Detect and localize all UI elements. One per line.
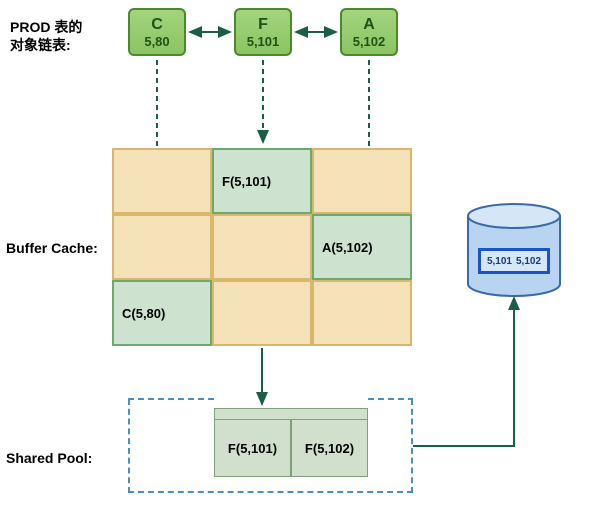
- grid-cell: [212, 280, 312, 346]
- node-a-name: A: [363, 16, 375, 34]
- grid-cell-a: A(5,102): [312, 214, 412, 280]
- grid-cell-c: C(5,80): [112, 280, 212, 346]
- shared-pool-cells: F(5,101) F(5,102): [214, 419, 368, 477]
- cyl-text-l: 5,101: [487, 256, 512, 267]
- node-f-name: F: [258, 16, 268, 34]
- cyl-text-r: 5,102: [516, 256, 541, 267]
- grid-cell: [212, 214, 312, 280]
- shared-pool-top-strip: [214, 408, 368, 419]
- node-f-addr: 5,101: [247, 34, 280, 49]
- node-a: A 5,102: [340, 8, 398, 56]
- node-c-addr: 5,80: [144, 34, 169, 49]
- cylinder-inner-box: 5,101 5,102: [478, 248, 550, 274]
- prod-list-label: PROD 表的 对象链表:: [10, 18, 120, 54]
- grid-cell: [312, 148, 412, 214]
- grid-cell: [312, 280, 412, 346]
- node-c-name: C: [151, 16, 163, 34]
- shared-cell-left: F(5,101): [214, 419, 291, 477]
- buffer-cache-label: Buffer Cache:: [6, 240, 98, 256]
- buffer-cache-grid: F(5,101)A(5,102) C(5,80): [112, 148, 412, 346]
- node-c: C 5,80: [128, 8, 186, 56]
- grid-cell-f: F(5,101): [212, 148, 312, 214]
- grid-cell: [112, 214, 212, 280]
- shared-cell-right: F(5,102): [291, 419, 368, 477]
- shared-pool-label: Shared Pool:: [6, 450, 92, 466]
- node-a-addr: 5,102: [353, 34, 386, 49]
- grid-cell: [112, 148, 212, 214]
- node-f: F 5,101: [234, 8, 292, 56]
